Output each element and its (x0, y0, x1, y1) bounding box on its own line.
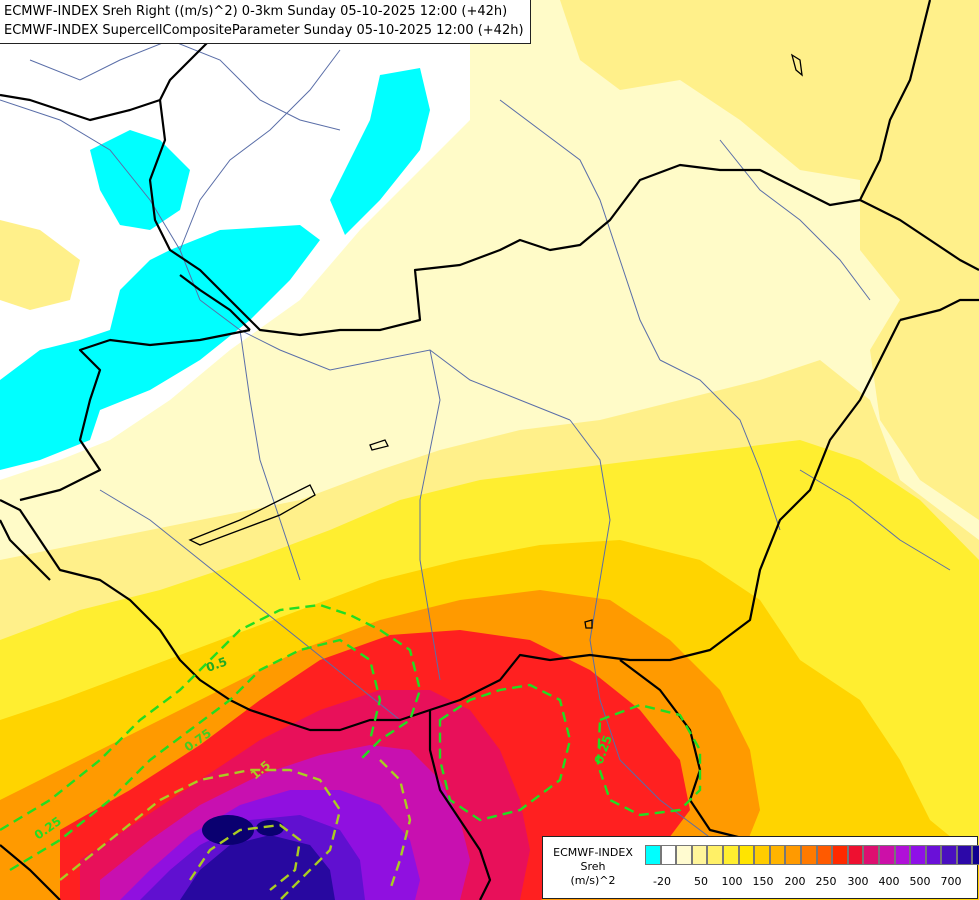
legend-title-line-2: Sreh (580, 860, 606, 873)
map-title-line-2: ECMWF-INDEX SupercellCompositeParameter … (4, 23, 524, 38)
legend-tick-label: -20 (653, 875, 671, 888)
legend-tick-label: 500 (909, 875, 931, 888)
legend-swatch (956, 845, 973, 865)
legend-swatch (972, 845, 979, 865)
legend-tick-label: 300 (847, 875, 869, 888)
legend-swatch (754, 845, 770, 865)
contour-label: 0.5 (204, 654, 229, 674)
legend-swatch (847, 845, 864, 865)
legend-tick-label: 400 (878, 875, 900, 888)
lakes (188, 53, 803, 629)
legend-swatch (894, 845, 911, 865)
legend-tick-label: 100 (721, 875, 743, 888)
legend-title-line-1: ECMWF-INDEX (553, 846, 633, 859)
legend-swatch (785, 845, 801, 865)
legend-swatch (660, 845, 677, 865)
legend-title-line-3: (m/s)^2 (570, 874, 616, 887)
legend-tick-label: 50 (694, 875, 708, 888)
legend-tick-label: 150 (752, 875, 774, 888)
scp-contours (0, 603, 702, 900)
sreh-50-area (0, 220, 80, 310)
negative-sreh-cyan-patch (90, 130, 190, 230)
legend-swatch (878, 845, 895, 865)
legend-swatch (676, 845, 692, 865)
legend-swatch (863, 845, 879, 865)
sreh-700-core (256, 820, 284, 836)
legend-tick-label: 200 (784, 875, 806, 888)
map-title-box: ECMWF-INDEX Sreh Right ((m/s)^2) 0-3km S… (0, 0, 531, 44)
legend-swatch (925, 845, 942, 865)
legend-swatch (769, 845, 786, 865)
legend-tick-labels: -20 50 100 150 200 250 300 400 500 700 (645, 875, 975, 891)
legend-swatch (738, 845, 755, 865)
map-title-line-1: ECMWF-INDEX Sreh Right ((m/s)^2) 0-3km S… (4, 4, 508, 19)
sreh-50-area-east (560, 0, 979, 520)
legend-swatch (816, 845, 833, 865)
legend-swatch (722, 845, 739, 865)
legend-swatch (941, 845, 957, 865)
legend-title: ECMWF-INDEX Sreh (m/s)^2 (547, 846, 639, 888)
legend-swatch (832, 845, 848, 865)
legend-color-swatches (645, 845, 979, 865)
legend-tick-label: 700 (940, 875, 962, 888)
legend-swatch (691, 845, 708, 865)
negative-sreh-cyan-patch (330, 68, 430, 235)
legend-swatch (910, 845, 926, 865)
sreh-700-core (202, 815, 254, 845)
negative-sreh-cyan-area (0, 225, 320, 470)
legend-tick-label: 250 (815, 875, 837, 888)
legend-swatch (645, 845, 661, 865)
color-legend: ECMWF-INDEX Sreh (m/s)^2 -20 50 100 150 200 2… (542, 836, 979, 899)
legend-swatch (800, 845, 817, 865)
legend-swatch (707, 845, 723, 865)
